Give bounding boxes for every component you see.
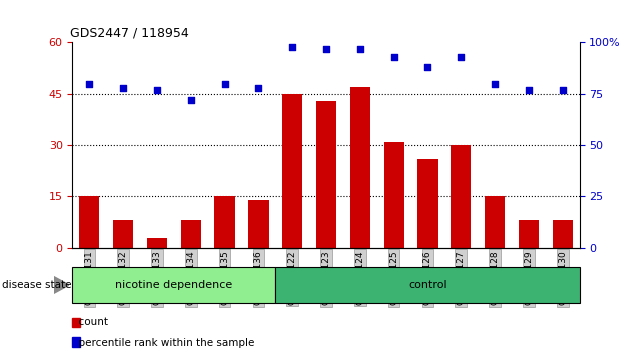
- Text: count: count: [72, 317, 108, 327]
- Bar: [181, 221, 201, 248]
- Point: [524, 87, 534, 92]
- Bar: [282, 94, 302, 248]
- Bar: [214, 196, 235, 248]
- Point: [220, 81, 230, 86]
- Point: [456, 54, 466, 60]
- Text: control: control: [408, 280, 447, 290]
- Bar: [79, 196, 100, 248]
- Text: disease state: disease state: [2, 280, 71, 290]
- Bar: [248, 200, 268, 248]
- Text: percentile rank within the sample: percentile rank within the sample: [72, 338, 255, 348]
- Point: [423, 64, 433, 70]
- Point: [152, 87, 162, 92]
- Point: [186, 97, 196, 103]
- Point: [84, 81, 94, 86]
- Bar: [147, 238, 167, 248]
- Bar: [113, 221, 134, 248]
- Point: [389, 54, 399, 60]
- Text: GDS2447 / 118954: GDS2447 / 118954: [70, 27, 188, 40]
- Bar: [275, 267, 580, 303]
- Polygon shape: [54, 276, 69, 293]
- Bar: [485, 196, 505, 248]
- Bar: [384, 142, 404, 248]
- Bar: [72, 267, 275, 303]
- Point: [558, 87, 568, 92]
- Text: nicotine dependence: nicotine dependence: [115, 280, 232, 290]
- Point: [118, 85, 129, 91]
- Bar: [316, 101, 336, 248]
- Bar: [417, 159, 438, 248]
- Bar: [451, 145, 471, 248]
- Bar: [350, 87, 370, 248]
- Bar: [553, 221, 573, 248]
- Point: [253, 85, 263, 91]
- Point: [355, 46, 365, 51]
- Bar: [518, 221, 539, 248]
- Point: [321, 46, 331, 51]
- Point: [287, 44, 297, 50]
- Point: [490, 81, 500, 86]
